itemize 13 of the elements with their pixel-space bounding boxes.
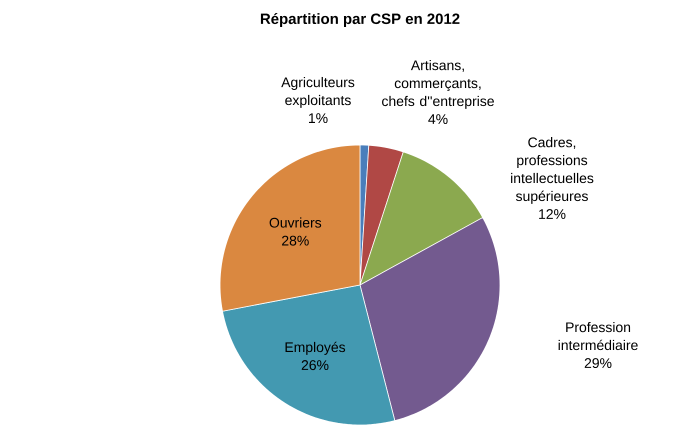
data-label: 12% [539,209,566,219]
slice-label: Agriculteurs exploitants [281,76,354,108]
slice-label: Employés [286,342,346,355]
slice-label: Ouvriers [270,217,322,228]
chart-title: Répartition par CSP en 2012 [260,12,460,28]
slice-label: Cadres, professions intellectuelles supérieures [511,137,594,204]
data-label: 4% [428,114,448,124]
data-label: 29% [584,358,612,368]
data-label: 26% [302,360,328,370]
data-label: 28% [282,236,309,246]
data-label: 1% [308,113,328,124]
slice-label: Profession intermédiaire [558,322,638,350]
slice-label: Artisans, commerçants, chefs d''entreprise [382,60,494,109]
